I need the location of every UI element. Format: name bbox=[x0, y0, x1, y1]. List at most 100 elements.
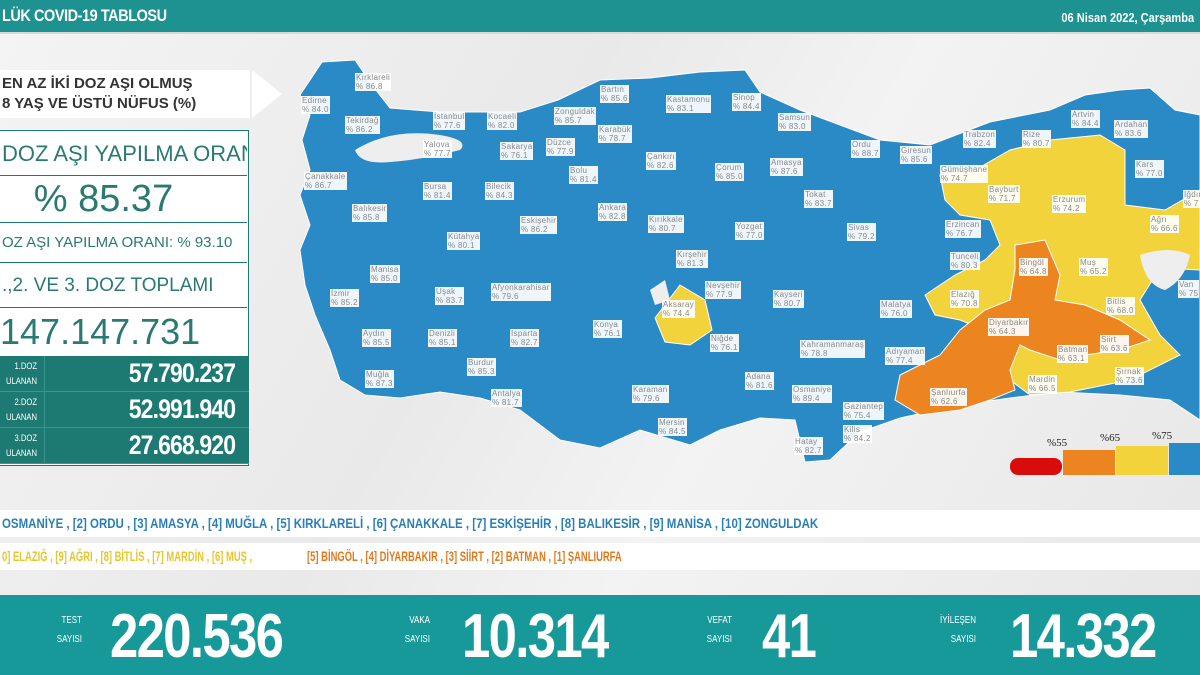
province-value: % 80.7 bbox=[649, 224, 676, 233]
province-label: Karaman% 79.6 bbox=[632, 385, 669, 403]
province-value: % 76.1 bbox=[711, 343, 738, 352]
province-name: Mardin bbox=[1029, 375, 1056, 384]
stat-label: VAKA SAYISI bbox=[404, 615, 430, 645]
province-name: Adıyaman bbox=[886, 347, 925, 356]
province-label: Bayburt% 71.7 bbox=[988, 185, 1020, 203]
province-value: % 79.6 bbox=[492, 292, 519, 301]
province-label: Kayseri% 80.7 bbox=[773, 290, 804, 308]
province-label: Tekirdağ% 86.2 bbox=[345, 116, 380, 134]
province-label: Ağrı% 66.6 bbox=[1150, 215, 1179, 233]
vaccination-panel: DOZ AŞI YAPILMA ORANI % 85.37 OZ AŞI YAP… bbox=[0, 130, 249, 466]
province-name: Tekirdağ bbox=[346, 116, 379, 125]
province-value: % 76.7 bbox=[946, 229, 973, 238]
province-value: % 81.7 bbox=[492, 398, 519, 407]
top-provinces-text: OSMANİYE , [2] ORDU , [3] AMASYA , [4] M… bbox=[2, 515, 819, 531]
province-label: Kars% 77.0 bbox=[1135, 160, 1164, 178]
stat-label: VEFAT SAYISI bbox=[706, 615, 732, 645]
province-name: Uşak bbox=[436, 287, 456, 296]
province-name: Bayburt bbox=[989, 185, 1019, 194]
province-name: Iğdır bbox=[1184, 190, 1200, 199]
province-name: Kütahya bbox=[448, 232, 480, 241]
divider bbox=[44, 428, 45, 464]
province-value: % 85.1 bbox=[429, 338, 456, 347]
province-name: Yozgat bbox=[736, 222, 762, 231]
province-label: Bartın% 85.6 bbox=[600, 85, 629, 103]
province-label: Afyonkarahisar% 79.6 bbox=[491, 283, 551, 301]
province-label: Ordu% 88.7 bbox=[851, 140, 880, 158]
province-value: % 74.2 bbox=[1053, 204, 1080, 213]
province-value: % 82.6 bbox=[647, 161, 674, 170]
province-value: % 70.8 bbox=[951, 299, 978, 308]
province-value: % 89.4 bbox=[793, 394, 820, 403]
divider bbox=[44, 356, 45, 392]
province-name: Elazığ bbox=[951, 290, 976, 299]
province-value: % 84.4 bbox=[733, 102, 760, 111]
province-value: % 76.1 bbox=[594, 329, 621, 338]
banner-arrow-icon bbox=[252, 70, 282, 118]
province-label: Trabzon% 82.4 bbox=[963, 130, 997, 148]
province-label: Isparta% 82.7 bbox=[510, 329, 539, 347]
province-name: Van bbox=[1179, 280, 1194, 289]
stat-value: 220.536 bbox=[110, 602, 284, 671]
rate-title: DOZ AŞI YAPILMA ORANI bbox=[0, 131, 247, 176]
banner-line-1: EN AZ İKİ DOZ AŞI OLMUŞ bbox=[2, 75, 193, 92]
province-name: Kastamonu bbox=[667, 95, 711, 104]
province-name: Tunceli bbox=[951, 252, 979, 261]
province-label: Balıkesir% 85.8 bbox=[352, 204, 388, 222]
province-value: % 77.0 bbox=[1136, 169, 1163, 178]
province-name: Afyonkarahisar bbox=[492, 283, 550, 292]
van-lake bbox=[1140, 250, 1190, 290]
stat-label: TEST SAYISI bbox=[56, 615, 82, 645]
province-label: Osmaniye% 89.4 bbox=[792, 385, 833, 403]
province-value: % 63.6 bbox=[1101, 344, 1128, 353]
dose-row: 2.DOZ ULANAN 52.991.940 bbox=[0, 392, 249, 428]
province-value: % 86.2 bbox=[346, 125, 373, 134]
province-name: Mersin bbox=[659, 418, 685, 427]
province-label: Aydın% 85.5 bbox=[362, 329, 391, 347]
province-label: Bilecik% 84.3 bbox=[485, 182, 514, 200]
province-label: Bursa% 81.4 bbox=[423, 182, 452, 200]
province-value: % 62.6 bbox=[931, 397, 958, 406]
province-name: Manisa bbox=[371, 265, 399, 274]
province-name: Trabzon bbox=[964, 130, 996, 139]
province-name: Sivas bbox=[848, 223, 870, 232]
province-label: Diyarbakır% 64.3 bbox=[988, 318, 1030, 336]
province-value: % 79.6 bbox=[633, 394, 660, 403]
province-value: % 82.8 bbox=[599, 212, 626, 221]
province-name: Bitlis bbox=[1107, 297, 1126, 306]
province-value: % 85.7 bbox=[555, 116, 582, 125]
province-name: Erzincan bbox=[946, 220, 980, 229]
province-value: % 77.9 bbox=[706, 290, 733, 299]
province-name: Malatya bbox=[881, 300, 912, 309]
province-value: % 85.8 bbox=[353, 213, 380, 222]
province-label: Eskişehir% 86.2 bbox=[520, 216, 558, 234]
province-name: Bolu bbox=[570, 166, 588, 175]
province-value: % 84.3 bbox=[486, 191, 513, 200]
province-label: Aksaray% 74.4 bbox=[662, 300, 695, 318]
province-label: Malatya% 76.0 bbox=[880, 300, 913, 318]
province-name: Yalova bbox=[424, 140, 450, 149]
province-label: Kırşehir% 81.3 bbox=[676, 250, 708, 268]
province-value: % 76.1 bbox=[501, 151, 528, 160]
province-value: % 65.2 bbox=[1080, 267, 1107, 276]
province-name: Tokat bbox=[805, 190, 826, 199]
province-value: % 74.7 bbox=[941, 174, 968, 183]
province-label: Gaziantep% 75.4 bbox=[843, 402, 885, 420]
province-label: Hatay% 82.7 bbox=[794, 437, 823, 455]
legend-label-55: %55 bbox=[1047, 437, 1068, 449]
province-label: Muş% 65.2 bbox=[1079, 258, 1108, 276]
province-label: Denizli% 85.1 bbox=[428, 329, 457, 347]
province-value: % 88.7 bbox=[852, 149, 879, 158]
province-label: Edirne% 84.0 bbox=[301, 96, 330, 114]
bottom-provinces-list: 0] ELAZIĞ , [9] AĞRI , [8] BİTLİS , [7] … bbox=[0, 543, 1200, 570]
province-label: Burdur% 85.3 bbox=[467, 358, 496, 376]
province-value: % 77.6 bbox=[434, 121, 461, 130]
tuz-lake bbox=[650, 280, 670, 305]
vaccination-banner: EN AZ İKİ DOZ AŞI OLMUŞ 8 YAŞ VE ÜSTÜ NÜ… bbox=[0, 70, 250, 118]
province-value: % 85.5 bbox=[363, 338, 390, 347]
province-name: Zonguldak bbox=[555, 107, 596, 116]
province-label: Giresun% 85.6 bbox=[900, 146, 933, 164]
province-label: Konya% 76.1 bbox=[593, 320, 622, 338]
province-value: % 78.8 bbox=[801, 349, 828, 358]
province-name: Çankırı bbox=[647, 152, 675, 161]
